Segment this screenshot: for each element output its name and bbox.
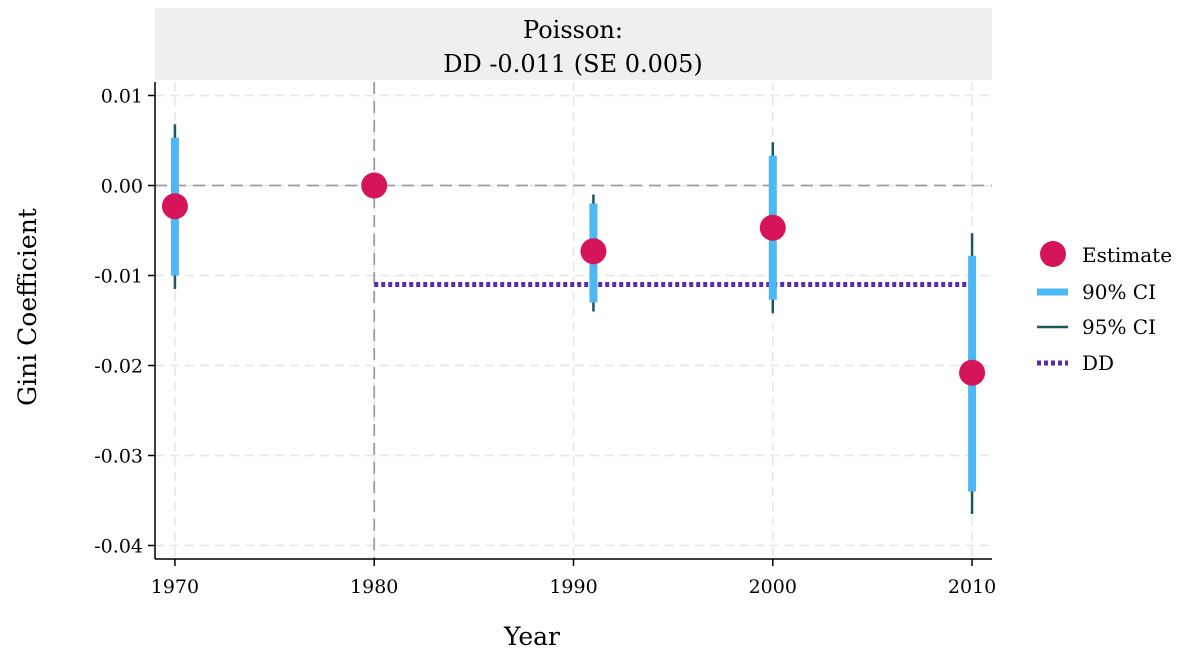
legend: Estimate 90% CI 95% CI DD [1037, 241, 1172, 375]
estimate-point [759, 214, 786, 241]
estimate-points [161, 172, 986, 386]
estimate-point [580, 238, 607, 265]
panel-title-line2: DD -0.011 (SE 0.005) [443, 50, 703, 78]
estimate-point [161, 193, 188, 220]
y-tick-label: 0.01 [101, 86, 143, 108]
x-tick-label: 1980 [350, 576, 398, 598]
axis-ticks: 0.01 0.00 -0.01 -0.02 -0.03 -0.04 1970 1980 1990… [94, 86, 996, 599]
legend-ci95-label: 95% CI [1082, 315, 1156, 339]
y-axis-title: Gini Coefficient [13, 208, 42, 406]
panel-title-line1: Poisson: [523, 16, 623, 44]
grid-lines [155, 82, 992, 559]
x-axis-title: Year [503, 622, 560, 651]
y-tick-label: -0.04 [94, 536, 143, 558]
legend-estimate-marker [1040, 241, 1066, 267]
x-tick-label: 1970 [151, 576, 199, 598]
estimate-point [361, 172, 388, 199]
estimate-point [959, 359, 986, 386]
legend-dd-label: DD [1082, 351, 1114, 375]
x-tick-label: 2000 [749, 576, 797, 598]
y-tick-label: -0.03 [94, 446, 143, 468]
x-tick-label: 2010 [948, 576, 996, 598]
panel-title-background [155, 8, 992, 80]
y-tick-label: -0.01 [94, 266, 143, 288]
reference-lines [155, 82, 992, 559]
x-tick-label: 1990 [549, 576, 597, 598]
legend-estimate-label: Estimate [1082, 243, 1172, 267]
y-tick-label: 0.00 [101, 176, 143, 198]
legend-ci90-label: 90% CI [1082, 280, 1156, 304]
y-tick-label: -0.02 [94, 356, 143, 378]
